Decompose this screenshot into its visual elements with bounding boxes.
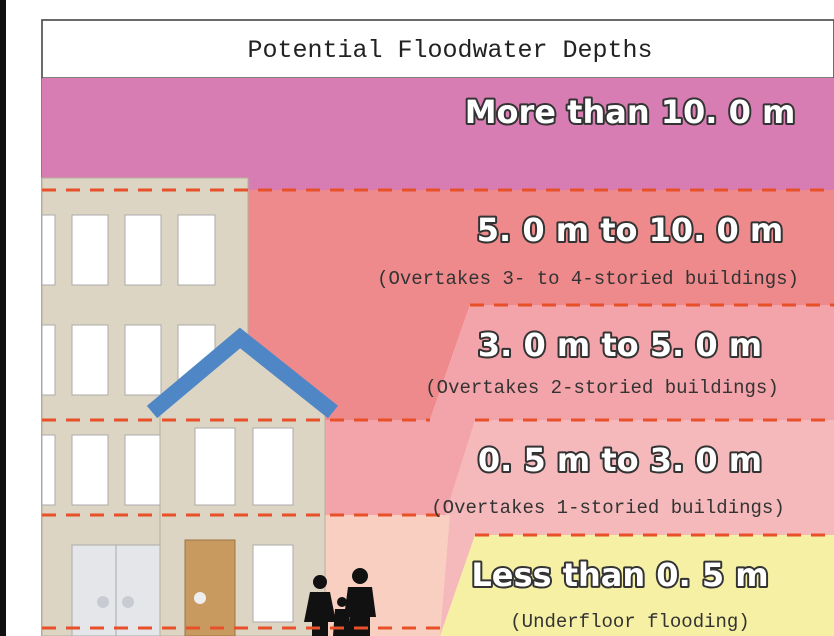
- band-note: (Overtakes 2-storied buildings): [425, 377, 778, 399]
- band-label: 3. 0 m to 5. 0 m: [478, 326, 762, 364]
- house: [152, 338, 333, 636]
- flood-diagram: Potential Floodwater Depths More than 10…: [0, 0, 834, 636]
- title: Potential Floodwater Depths: [247, 36, 652, 65]
- band-label: 5. 0 m to 10. 0 m: [477, 211, 783, 249]
- band-label: 0. 5 m to 3. 0 m: [478, 441, 762, 479]
- band-label: Less than 0. 5 m: [471, 556, 768, 594]
- left-edge: [0, 0, 6, 636]
- band-label: More than 10. 0 m: [465, 93, 796, 131]
- band-note: (Overtakes 3- to 4-storied buildings): [377, 268, 799, 290]
- band-note: (Underfloor flooding): [510, 611, 749, 633]
- band-note: (Overtakes 1-storied buildings): [431, 497, 784, 519]
